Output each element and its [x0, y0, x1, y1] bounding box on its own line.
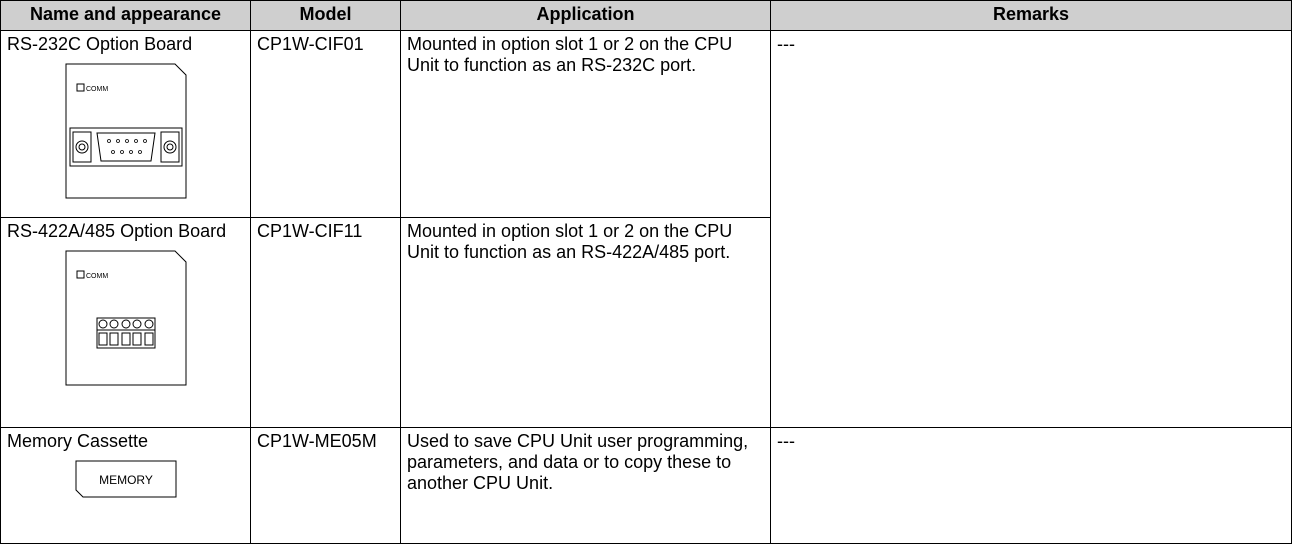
- name-cell: RS-232C Option Board COMM: [0, 30, 251, 218]
- header-row: Name and appearance Model Application Re…: [0, 0, 1292, 31]
- name-cell: RS-422A/485 Option Board COMM: [0, 217, 251, 428]
- model-cell: CP1W-CIF11: [250, 217, 401, 428]
- board-label: COMM: [86, 86, 108, 93]
- header-cell: Model: [250, 0, 401, 31]
- model-cell: CP1W-ME05M: [250, 427, 401, 544]
- header-cell: Application: [400, 0, 771, 31]
- cassette-label: MEMORY: [99, 473, 153, 487]
- rs422-board: COMM: [65, 250, 186, 386]
- name-cell: Memory Cassette MEMORY: [0, 427, 251, 544]
- application-cell: Used to save CPU Unit user programming, …: [400, 427, 771, 544]
- remarks-cell: ---: [770, 427, 1292, 544]
- board-label: COMM: [86, 273, 108, 280]
- name: RS-422A/485 Option Board: [7, 221, 227, 241]
- memory-cassette: MEMORY: [75, 460, 176, 498]
- name: RS-232C Option Board: [7, 34, 193, 54]
- application-cell: Mounted in option slot 1 or 2 on the CPU…: [400, 30, 771, 218]
- row: RS-232C Option Board COMM CP1W-CIF01 Mou…: [0, 30, 1292, 428]
- row: RS-422A/485 Option Board COMM CP1W-CIF11…: [0, 217, 1292, 428]
- name: Memory Cassette: [7, 431, 149, 451]
- row: Memory Cassette MEMORY CP1W-ME05M Used t…: [0, 427, 1292, 544]
- header-cell: Remarks: [770, 0, 1292, 31]
- rs232c-board: COMM: [65, 63, 186, 199]
- application-cell: Mounted in option slot 1 or 2 on the CPU…: [400, 217, 771, 428]
- header-cell: Name and appearance: [0, 0, 251, 31]
- remarks-cell: ---: [770, 30, 1292, 428]
- model-cell: CP1W-CIF01: [250, 30, 401, 218]
